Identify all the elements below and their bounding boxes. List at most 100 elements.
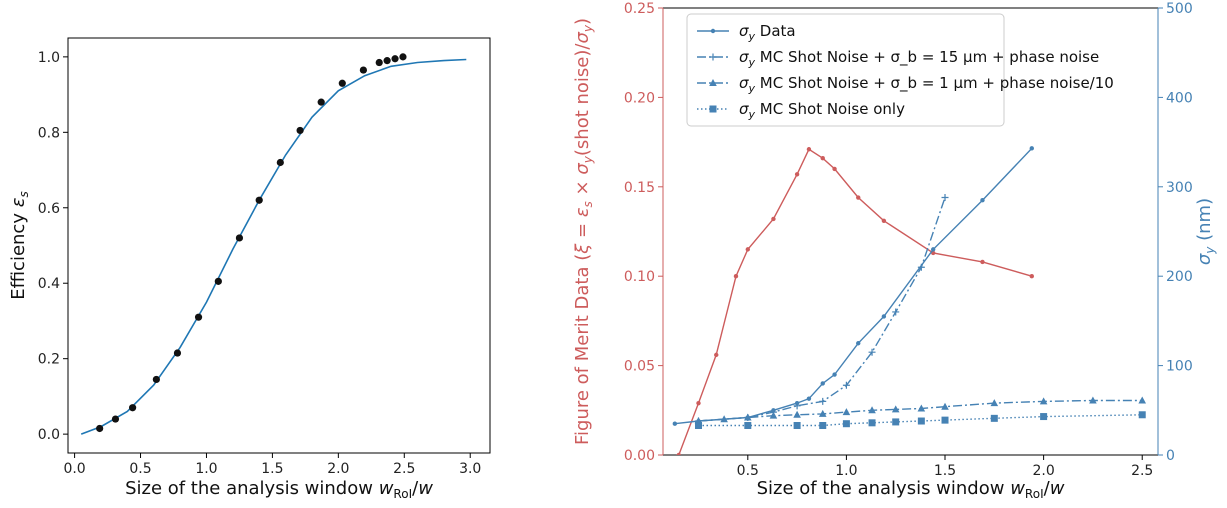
series-4-point	[868, 419, 876, 427]
y-tick-label: 0.4	[38, 276, 60, 292]
x-axis-label: Size of the analysis window wRoI/w	[125, 478, 433, 501]
series-0-point	[794, 172, 800, 177]
x-tick-label: 0.0	[63, 461, 85, 477]
legend-marker-1	[709, 53, 717, 61]
y-tick-label: 1.0	[38, 50, 60, 66]
data-point	[173, 349, 182, 357]
legend-label-3: σy MC Shot Noise only	[739, 100, 905, 121]
legend-marker-3	[709, 105, 717, 113]
data-point	[235, 234, 244, 242]
left-y-tick-label: 0.15	[624, 180, 655, 196]
series-0-point	[745, 247, 751, 252]
left-y-axis-label: Figure of Merit Data (ξ = εs × σy(shot n…	[572, 18, 595, 445]
legend-marker-2	[709, 79, 717, 86]
series-0-point	[696, 400, 701, 406]
series-3-point	[1089, 396, 1097, 404]
data-point	[359, 66, 367, 74]
series-0-point	[806, 147, 812, 152]
series-3-point	[1039, 397, 1048, 405]
right-y-tick-label: 300	[1166, 180, 1193, 196]
x-tick-label: 1.5	[934, 463, 956, 479]
data-point	[152, 375, 160, 384]
series-4-point	[793, 421, 801, 429]
y-axis-label: Efficiency εs	[8, 191, 31, 299]
series-3-point	[891, 405, 900, 413]
series-3-point	[793, 410, 801, 418]
series-3-point	[941, 402, 949, 410]
series-0-point	[980, 259, 985, 265]
series-0-point	[714, 352, 719, 358]
x-tick-label: 2.0	[327, 461, 349, 477]
data-point	[214, 277, 222, 285]
data-point	[129, 404, 137, 412]
series-4-point	[819, 421, 827, 429]
data-point	[375, 58, 383, 67]
series-2-point	[842, 381, 850, 389]
data-point	[111, 415, 120, 423]
series-0-point	[733, 274, 739, 279]
series-1-point	[820, 381, 825, 386]
series-3-point	[1138, 396, 1147, 404]
data-point	[399, 53, 407, 61]
series-1-point	[672, 421, 678, 426]
series-4-point	[1040, 413, 1048, 421]
x-tick-label: 1.0	[835, 463, 857, 479]
left-y-tick-label: 0.05	[624, 359, 655, 375]
series-1-point	[881, 314, 887, 319]
x-tick-label: 2.5	[393, 461, 415, 477]
y-tick-label: 0.6	[38, 201, 60, 217]
series-0-point	[820, 155, 825, 161]
data-point	[296, 126, 304, 135]
series-3-point	[990, 399, 999, 407]
x-tick-label: 1.0	[195, 461, 217, 477]
y-tick-label: 0.2	[38, 352, 60, 368]
series-2-point	[868, 348, 876, 356]
series-2-point	[917, 263, 925, 271]
series-3-point	[720, 415, 728, 423]
series-4-point	[744, 421, 752, 429]
series-4-point	[842, 420, 850, 428]
series-0-point	[1029, 274, 1034, 279]
x-tick-label: 0.5	[129, 461, 151, 477]
right-y-tick-label: 500	[1166, 1, 1193, 17]
x-tick-label: 2.5	[1131, 463, 1153, 479]
series-1-point	[980, 198, 985, 203]
data-point	[276, 158, 284, 167]
series-0-point	[856, 195, 861, 200]
left-y-tick-label: 0.10	[624, 269, 655, 285]
series-3-point	[769, 411, 778, 419]
series-1-point	[832, 372, 837, 377]
series-line-0	[678, 148, 1032, 455]
legend-label-2: σy MC Shot Noise + σ_b = 1 μm + phase no…	[739, 74, 1114, 95]
series-4-point	[694, 421, 702, 429]
series-2-point	[819, 397, 827, 405]
left-y-tick-label: 0.00	[624, 448, 655, 464]
right-y-axis-label: σy (nm)	[1194, 198, 1217, 265]
series-line-2	[698, 197, 946, 422]
series-4-point	[1138, 411, 1146, 419]
series-2-point	[892, 308, 900, 316]
series-1-point	[806, 396, 812, 401]
data-point	[194, 313, 203, 321]
series-3-point	[917, 404, 926, 412]
series-2-point	[941, 194, 949, 202]
series-2-point	[793, 402, 801, 410]
legend-label-0: σy Data	[739, 22, 796, 43]
plot-frame	[67, 37, 491, 454]
x-tick-label: 3.0	[459, 461, 481, 477]
data-point	[338, 79, 346, 87]
x-tick-label: 0.5	[737, 463, 759, 479]
figure-of-merit-plot: 0.5 1.0 1.5 2.0 2.5 0.00 0.05 0.10 0.15 0.20 0.25 0…	[572, 1, 1217, 501]
x-tick-label: 1.5	[261, 461, 283, 477]
left-y-tick-label: 0.20	[624, 90, 655, 106]
legend-box	[686, 13, 1005, 127]
series-4-point	[917, 417, 925, 425]
series-3-point	[818, 409, 827, 417]
series-3-point	[868, 406, 876, 414]
fit-curve	[80, 58, 467, 435]
series-4-point	[941, 416, 949, 424]
series-line-4	[698, 414, 1143, 427]
series-1-point	[1029, 146, 1034, 151]
series-0-point	[881, 218, 887, 223]
